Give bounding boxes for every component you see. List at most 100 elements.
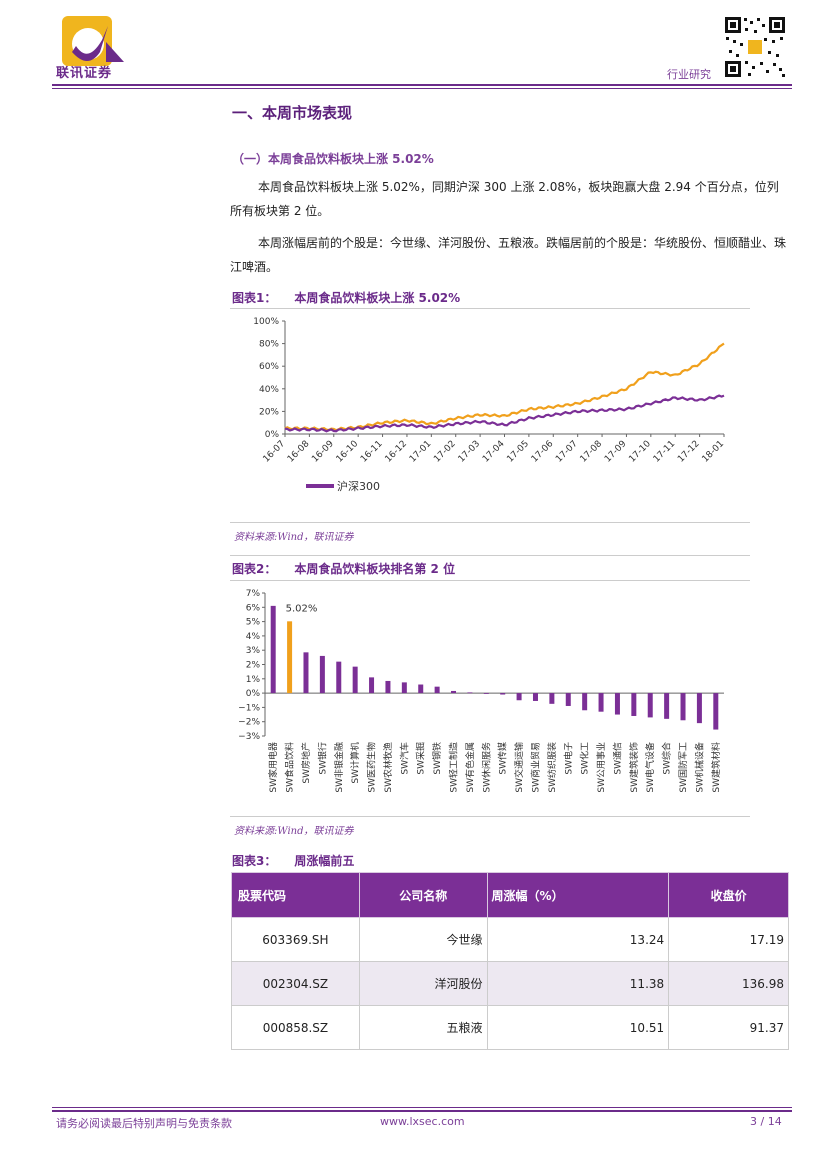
cell-close-price: 17.19 [668,917,789,962]
x-tick-label: SW建筑材料 [710,742,722,793]
bar [680,693,686,721]
header-stock-code: 股票代码 [231,872,360,918]
report-category: 行业研究 [667,68,711,81]
bar [582,693,588,711]
x-tick-label: 16-09 [310,439,336,465]
figure1-bottom-rule [230,522,750,523]
cell-weekly-change: 10.51 [486,1005,670,1050]
series-line [284,342,725,432]
cell-close-price: 91.37 [668,1005,789,1050]
cell-stock-code: 603369.SH [231,917,360,962]
x-tick-label: 18-01 [701,439,727,465]
bar [434,686,440,694]
x-tick-label: SW建筑装饰 [628,742,640,793]
x-tick-label: SW机械设备 [693,742,705,793]
table-row: 603369.SH 今世缘 13.24 17.19 [231,917,789,962]
y-tick-label: 4% [246,632,261,642]
footer-disclaimer: 请务必阅读最后特别声明与免责条款 [56,1117,232,1130]
y-tick-label: 20% [259,407,279,417]
y-tick-label: 5% [246,618,261,628]
bar [696,693,702,724]
x-tick-label: SW电子 [562,742,574,775]
y-tick-label: −2% [238,718,260,728]
figure3-caption: 周涨幅前五 [294,854,355,868]
bar [516,693,522,701]
bar [319,655,325,694]
x-tick-label: SW交通运输 [513,742,525,793]
figure3-label: 图表3： [232,854,277,868]
figure2-top-rule [230,555,750,556]
bar [500,693,506,695]
x-tick-label: 17-12 [676,439,702,465]
x-tick-label: SW家用电器 [267,742,279,793]
paragraph-1-text: 本周食品饮料板块上涨 5.02%，同期沪深 300 上涨 2.08%，板块跑赢大… [230,180,779,218]
bar [385,680,391,694]
figure2-title: 图表2： 本周食品饮料板块排名第 2 位 [232,560,455,577]
cell-weekly-change: 11.38 [486,961,670,1006]
figure1-label: 图表1： [232,291,277,305]
subsection-title: （一）本周食品饮料板块上涨 5.02% [232,152,434,166]
x-tick-label: SW公用事业 [595,742,607,793]
series-line [284,394,725,433]
footer-website[interactable]: www.lxsec.com [380,1115,465,1128]
cell-weekly-change: 13.24 [486,917,670,962]
x-tick-label: SW传媒 [497,742,509,775]
company-logo [62,16,124,66]
x-tick-label: SW通信 [611,742,623,775]
y-tick-label: −1% [238,703,260,713]
x-tick-label: 17-05 [505,439,531,465]
x-tick-label: 17-02 [432,439,458,465]
cell-company-name: 今世缘 [358,917,488,962]
cell-company-name: 洋河股份 [358,961,488,1006]
figure1-caption: 本周食品饮料板块上涨 5.02% [294,291,461,305]
bar [401,682,407,694]
paragraph-1: 本周食品饮料板块上涨 5.02%，同期沪深 300 上涨 2.08%，板块跑赢大… [230,175,790,223]
figure3-title: 图表3： 周涨幅前五 [232,852,354,869]
figure1-top-rule [230,308,750,309]
x-tick-label: 17-01 [408,439,434,465]
x-tick-label: SW食品饮料 [284,742,296,793]
x-tick-label: 17-11 [652,439,678,465]
x-tick-label: 17-08 [579,439,605,465]
x-tick-label: 16-07 [262,439,288,465]
cell-close-price: 136.98 [668,961,789,1006]
bar [631,693,637,716]
x-tick-label: SW电气设备 [644,742,656,793]
bar [287,621,293,694]
y-tick-label: 7% [246,589,261,599]
bar [532,693,538,701]
figure2-source: 资料来源:Wind，联讯证券 [234,826,354,837]
bar [549,693,555,704]
bar [336,661,342,694]
x-tick-label: SW综合 [661,742,673,775]
x-tick-label: 16-10 [335,439,361,465]
bar [369,677,375,694]
x-tick-label: 16-11 [359,439,385,465]
x-tick-label: SW汽车 [398,742,410,775]
figure1-title: 图表1： 本周食品饮料板块上涨 5.02% [232,289,460,306]
line-chart: 0%20%40%60%80%100%16-0716-0816-0916-1016… [253,317,727,493]
header-weekly-change: 周涨幅（%） [486,872,670,918]
table-row: 002304.SZ 洋河股份 11.38 136.98 [231,961,789,1006]
x-tick-label: 17-03 [457,439,483,465]
table-header-row: 股票代码 公司名称 周涨幅（%） 收盘价 [231,872,789,918]
y-tick-label: 6% [246,603,261,613]
figure1-source: 资料来源:Wind，联讯证券 [234,532,354,543]
bar-chart: −3% −2% −1% 0% 1% 2% 3% 4% 5% 6% 7% SW家用电器 SW食品饮料 SW房… [238,589,724,793]
x-tick-label: SW采掘 [415,742,427,775]
y-tick-label: 40% [259,385,279,395]
header-divider [52,84,792,86]
x-tick-label: 17-09 [603,439,629,465]
bar [598,693,604,712]
y-tick-label: 0% [265,430,280,440]
footer-page-number: 3 / 14 [750,1115,782,1128]
y-tick-label: −3% [238,732,260,742]
x-tick-label: 16-12 [383,439,409,465]
x-tick-label: SW钢铁 [431,742,443,775]
footer-divider [52,1110,792,1112]
section-title: 一、本周市场表现 [232,104,353,122]
figure2-title-rule [230,580,750,581]
y-tick-label: 80% [259,340,279,350]
bar [451,690,457,694]
y-tick-label: 60% [259,362,279,372]
